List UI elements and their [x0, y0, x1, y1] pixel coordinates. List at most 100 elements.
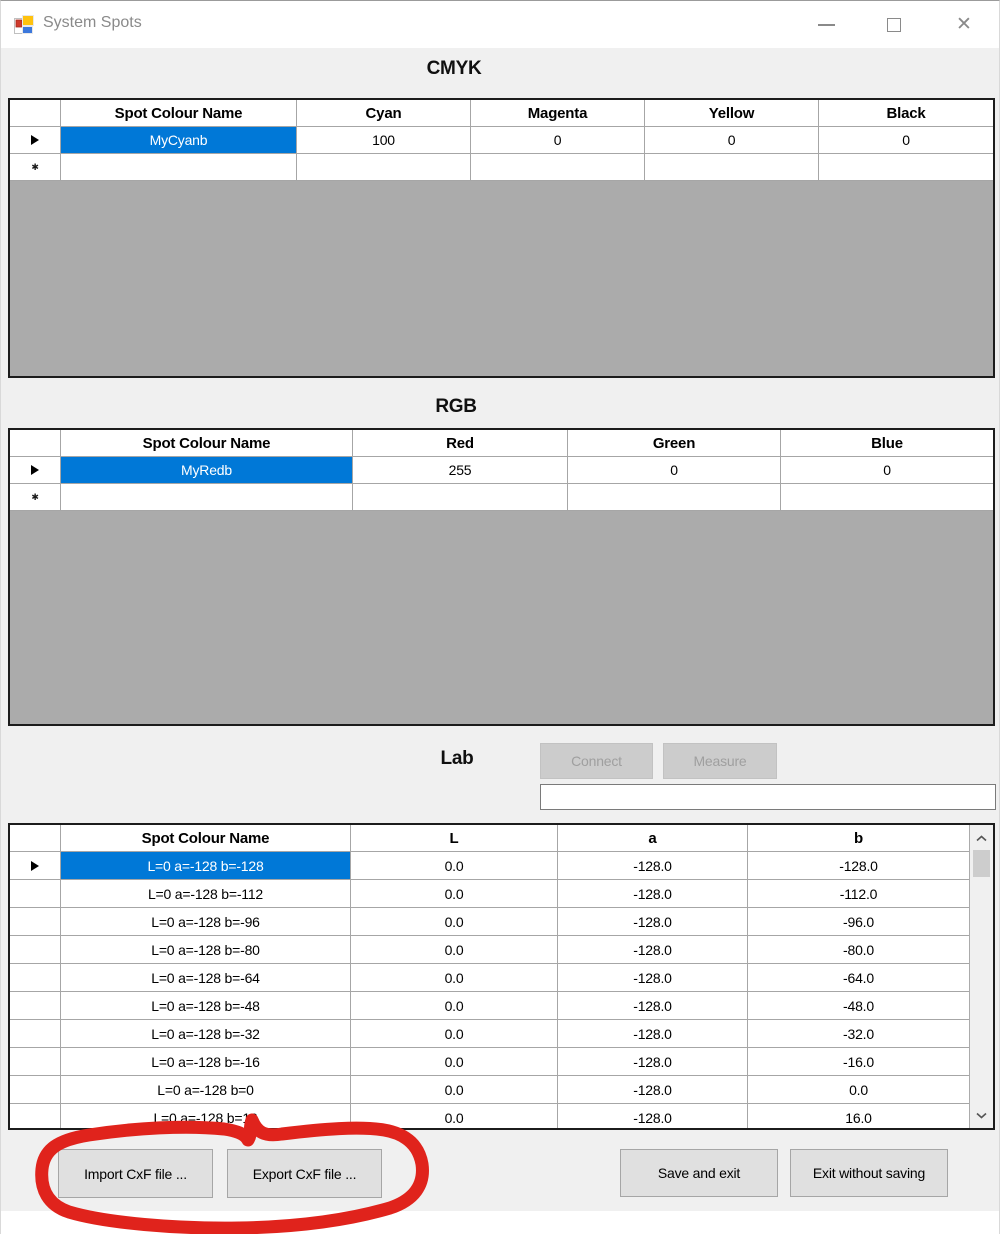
cell-value[interactable]: -128.0	[558, 992, 748, 1020]
cell-value[interactable]: -128.0	[558, 880, 748, 908]
cell-value[interactable]: -128.0	[558, 1076, 748, 1104]
cell-spot-name[interactable]: L=0 a=-128 b=-32	[61, 1020, 351, 1048]
row-header[interactable]	[10, 992, 61, 1020]
column-header[interactable]: Spot Colour Name	[61, 100, 297, 127]
cell-value[interactable]: -128.0	[558, 936, 748, 964]
new-row-cell[interactable]	[645, 154, 819, 181]
cell-value[interactable]: 0.0	[748, 1076, 969, 1104]
connect-button[interactable]: Connect	[540, 743, 653, 779]
cell-value[interactable]: 0.0	[351, 1048, 558, 1076]
row-header[interactable]	[10, 1104, 61, 1128]
column-header[interactable]: a	[558, 825, 748, 852]
measure-button[interactable]: Measure	[663, 743, 777, 779]
cell-spot-name[interactable]: L=0 a=-128 b=-128	[61, 852, 351, 880]
new-row-cell[interactable]	[353, 484, 568, 511]
cell-value[interactable]: 0	[471, 127, 645, 154]
new-row-cell[interactable]	[297, 154, 471, 181]
rgb-grid: Spot Colour Name Red Green Blue MyRedb 255 0 0 ✱	[8, 428, 995, 726]
cell-spot-name[interactable]: L=0 a=-128 b=16	[61, 1104, 351, 1128]
column-header[interactable]: Cyan	[297, 100, 471, 127]
column-header[interactable]: Spot Colour Name	[61, 825, 351, 852]
close-button[interactable]: ✕	[939, 1, 989, 48]
row-header[interactable]	[10, 457, 61, 484]
cell-spot-name[interactable]: L=0 a=-128 b=-48	[61, 992, 351, 1020]
scroll-up-button[interactable]	[970, 827, 993, 849]
cell-value[interactable]: 0	[568, 457, 781, 484]
row-header[interactable]	[10, 127, 61, 154]
new-row-cell[interactable]	[61, 484, 353, 511]
cell-value[interactable]: 0.0	[351, 1076, 558, 1104]
exit-without-saving-button[interactable]: Exit without saving	[790, 1149, 948, 1197]
cell-value[interactable]: 0.0	[351, 964, 558, 992]
cell-value[interactable]: -128.0	[558, 964, 748, 992]
new-row-cell[interactable]	[781, 484, 993, 511]
cell-value[interactable]: 0.0	[351, 992, 558, 1020]
cell-spot-name[interactable]: L=0 a=-128 b=-16	[61, 1048, 351, 1076]
cell-value[interactable]: -80.0	[748, 936, 969, 964]
cell-value[interactable]: -16.0	[748, 1048, 969, 1076]
column-header[interactable]: Magenta	[471, 100, 645, 127]
cell-value[interactable]: 0.0	[351, 880, 558, 908]
cell-value[interactable]: -128.0	[558, 908, 748, 936]
cell-value[interactable]: 100	[297, 127, 471, 154]
column-header[interactable]: Spot Colour Name	[61, 430, 353, 457]
cell-value[interactable]: -128.0	[558, 1048, 748, 1076]
cell-spot-name[interactable]: L=0 a=-128 b=0	[61, 1076, 351, 1104]
column-header[interactable]: Red	[353, 430, 568, 457]
new-row-header[interactable]: ✱	[10, 484, 61, 511]
lab-grid-scrollbar[interactable]	[969, 825, 993, 1128]
minimize-button[interactable]	[801, 1, 851, 48]
maximize-button[interactable]	[869, 1, 919, 48]
cell-spot-name[interactable]: L=0 a=-128 b=-112	[61, 880, 351, 908]
cell-spot-name[interactable]: L=0 a=-128 b=-64	[61, 964, 351, 992]
cell-spot-name[interactable]: L=0 a=-128 b=-80	[61, 936, 351, 964]
row-header[interactable]	[10, 936, 61, 964]
cell-value[interactable]: -48.0	[748, 992, 969, 1020]
cell-value[interactable]: 0.0	[351, 1020, 558, 1048]
row-header[interactable]	[10, 1076, 61, 1104]
column-header[interactable]: Blue	[781, 430, 993, 457]
new-row-cell[interactable]	[61, 154, 297, 181]
import-cxf-button[interactable]: Import CxF file ...	[58, 1149, 213, 1198]
cell-spot-name[interactable]: L=0 a=-128 b=-96	[61, 908, 351, 936]
cell-value[interactable]: -64.0	[748, 964, 969, 992]
cell-value[interactable]: 0	[645, 127, 819, 154]
new-row-cell[interactable]	[471, 154, 645, 181]
cell-value[interactable]: -128.0	[558, 1104, 748, 1128]
cell-value[interactable]: -96.0	[748, 908, 969, 936]
cell-value[interactable]: 0.0	[351, 908, 558, 936]
save-and-exit-button[interactable]: Save and exit	[620, 1149, 778, 1197]
row-header[interactable]	[10, 1048, 61, 1076]
cell-spot-name[interactable]: MyRedb	[61, 457, 353, 484]
column-header[interactable]: L	[351, 825, 558, 852]
row-header[interactable]	[10, 880, 61, 908]
cell-value[interactable]: 16.0	[748, 1104, 969, 1128]
cell-value[interactable]: 0.0	[351, 852, 558, 880]
cell-value[interactable]: 0	[819, 127, 993, 154]
cell-value[interactable]: 0.0	[351, 936, 558, 964]
column-header[interactable]: b	[748, 825, 969, 852]
column-header[interactable]: Black	[819, 100, 993, 127]
row-header[interactable]	[10, 852, 61, 880]
scrollbar-thumb[interactable]	[973, 850, 990, 877]
cell-value[interactable]: -112.0	[748, 880, 969, 908]
cell-value[interactable]: 255	[353, 457, 568, 484]
measurement-input[interactable]	[540, 784, 996, 810]
cell-spot-name[interactable]: MyCyanb	[61, 127, 297, 154]
column-header[interactable]: Green	[568, 430, 781, 457]
cell-value[interactable]: -32.0	[748, 1020, 969, 1048]
scroll-down-button[interactable]	[970, 1104, 993, 1126]
cell-value[interactable]: 0	[781, 457, 993, 484]
column-header[interactable]: Yellow	[645, 100, 819, 127]
new-row-cell[interactable]	[568, 484, 781, 511]
export-cxf-button[interactable]: Export CxF file ...	[227, 1149, 382, 1198]
cell-value[interactable]: 0.0	[351, 1104, 558, 1128]
cell-value[interactable]: -128.0	[558, 852, 748, 880]
row-header[interactable]	[10, 964, 61, 992]
cell-value[interactable]: -128.0	[748, 852, 969, 880]
cell-value[interactable]: -128.0	[558, 1020, 748, 1048]
row-header[interactable]	[10, 908, 61, 936]
row-header[interactable]	[10, 1020, 61, 1048]
new-row-cell[interactable]	[819, 154, 993, 181]
new-row-header[interactable]: ✱	[10, 154, 61, 181]
